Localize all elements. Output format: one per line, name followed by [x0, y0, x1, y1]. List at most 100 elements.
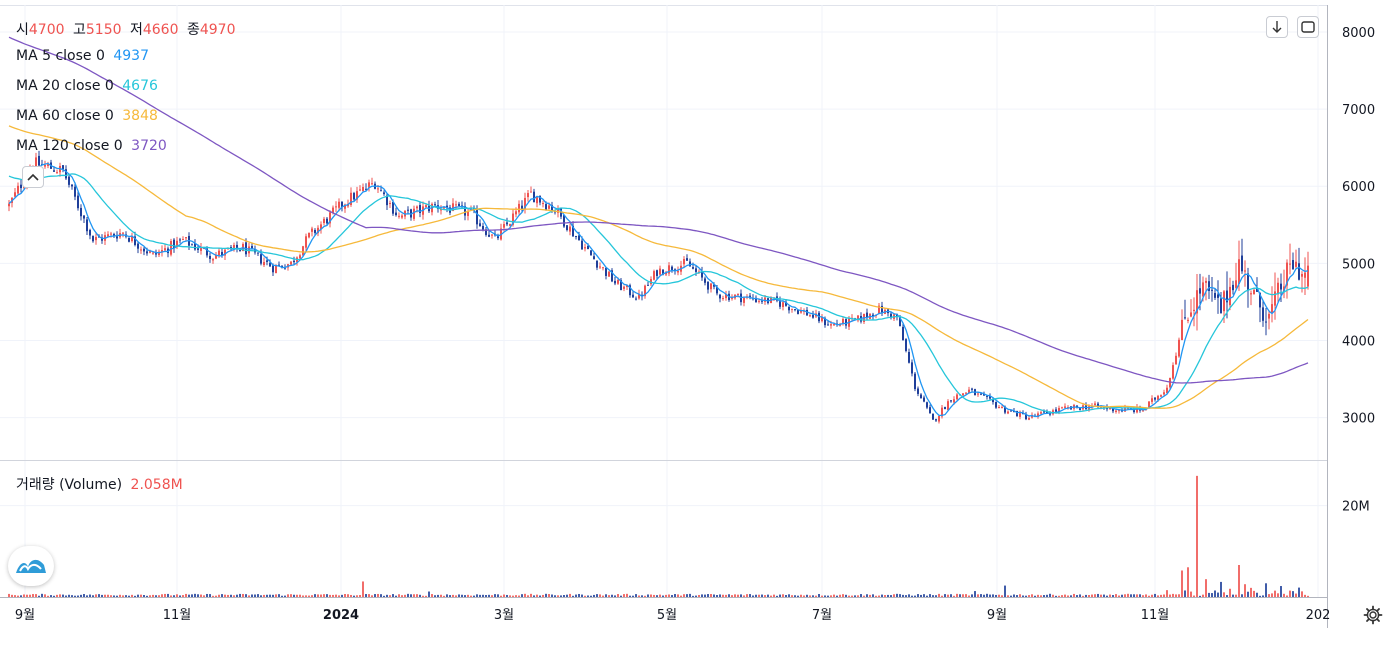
tradingview-logo[interactable] [8, 546, 54, 586]
volume-bar [362, 581, 364, 597]
candle-body [266, 260, 268, 262]
candle-body [227, 248, 229, 250]
candle [305, 233, 307, 252]
candle [1274, 272, 1276, 320]
volume-bar [959, 594, 961, 597]
candle [302, 245, 304, 256]
candle-body [371, 183, 373, 185]
candle [485, 227, 487, 237]
volume-bar [1151, 594, 1153, 597]
volume-bar [749, 594, 751, 597]
volume-bar [836, 595, 838, 597]
candle [1178, 337, 1180, 358]
ma5-legend[interactable]: MA 5 close 0 4937 [16, 48, 153, 64]
volume-bar [485, 595, 487, 597]
volume-bar [1004, 585, 1006, 597]
volume-bar [1001, 595, 1003, 597]
candle-body [689, 261, 691, 267]
download-button[interactable] [1266, 16, 1288, 38]
ma20-line [8, 173, 1309, 414]
volume-bar [230, 594, 232, 597]
candle [614, 277, 616, 286]
candle [14, 188, 16, 199]
candle-body [317, 227, 319, 234]
collapse-legend-button[interactable] [22, 166, 44, 188]
candle [329, 210, 331, 228]
volume-bar [203, 595, 205, 597]
ma60-line [8, 125, 1309, 409]
candle [866, 308, 868, 321]
candle-body [209, 255, 211, 259]
candle-body [653, 271, 655, 280]
volume-bar [266, 594, 268, 597]
volume-bar [1145, 594, 1147, 597]
ma120-line [8, 36, 1309, 384]
fullscreen-button[interactable] [1297, 16, 1319, 38]
candle-body [101, 237, 103, 241]
candle-body [743, 297, 745, 303]
volume-bar [1040, 595, 1042, 597]
candle [1292, 252, 1294, 270]
x-tick-label: 9월 [15, 608, 35, 623]
volume-bar [332, 594, 334, 597]
volume-bar [71, 595, 73, 597]
volume-legend[interactable]: 거래량 (Volume) 2.058M [16, 474, 187, 494]
candle-body [1151, 398, 1153, 402]
candle-body [1142, 410, 1144, 412]
candle [311, 226, 313, 237]
candle-body [1241, 255, 1243, 272]
volume-bar [1259, 595, 1261, 597]
volume-bar [89, 594, 91, 597]
ma20-legend[interactable]: MA 20 close 0 4676 [16, 78, 162, 94]
volume-bar [473, 595, 475, 597]
settings-button[interactable] [1361, 603, 1385, 627]
candle-body [290, 261, 292, 265]
volume-bar [857, 595, 859, 597]
candle-body [521, 205, 523, 209]
volume-bar [632, 595, 634, 597]
candle [1298, 247, 1300, 281]
candle [350, 187, 352, 207]
volume-bar [104, 594, 106, 597]
candle-body [200, 247, 202, 251]
volume-bar [1196, 475, 1198, 597]
volume-bar [26, 594, 28, 597]
volume-bar [1307, 595, 1309, 597]
candle [278, 261, 280, 266]
candle-body [707, 281, 709, 290]
volume-bar [215, 595, 217, 597]
candle-body [986, 395, 988, 397]
volume-bar [308, 595, 310, 597]
candle-body [593, 256, 595, 260]
candle [593, 252, 595, 260]
candle [1172, 362, 1174, 380]
candle [644, 284, 646, 299]
candle-body [212, 259, 214, 261]
candle-body [1196, 290, 1198, 314]
candle-body [365, 188, 367, 190]
candle [1160, 394, 1162, 397]
volume-bar [245, 594, 247, 597]
candle-body [407, 209, 409, 211]
volume-bar [1112, 595, 1114, 597]
candle-body [944, 407, 946, 410]
candle [1268, 310, 1270, 330]
candle-body [305, 236, 307, 248]
candle [131, 232, 133, 243]
volume-bar [197, 594, 199, 597]
candle [68, 175, 70, 188]
candle [182, 236, 184, 241]
ma120-legend[interactable]: MA 120 close 0 3720 [16, 138, 171, 154]
volume-bar [128, 595, 130, 597]
candle-body [587, 245, 589, 250]
candle [707, 281, 709, 294]
volume-bar [260, 595, 262, 597]
candle [308, 232, 310, 239]
candle [383, 190, 385, 196]
ma60-legend[interactable]: MA 60 close 0 3848 [16, 108, 162, 124]
volume-bar [1148, 595, 1150, 597]
candle [689, 258, 691, 267]
volume-bar [569, 593, 571, 597]
volume-bar [617, 594, 619, 597]
